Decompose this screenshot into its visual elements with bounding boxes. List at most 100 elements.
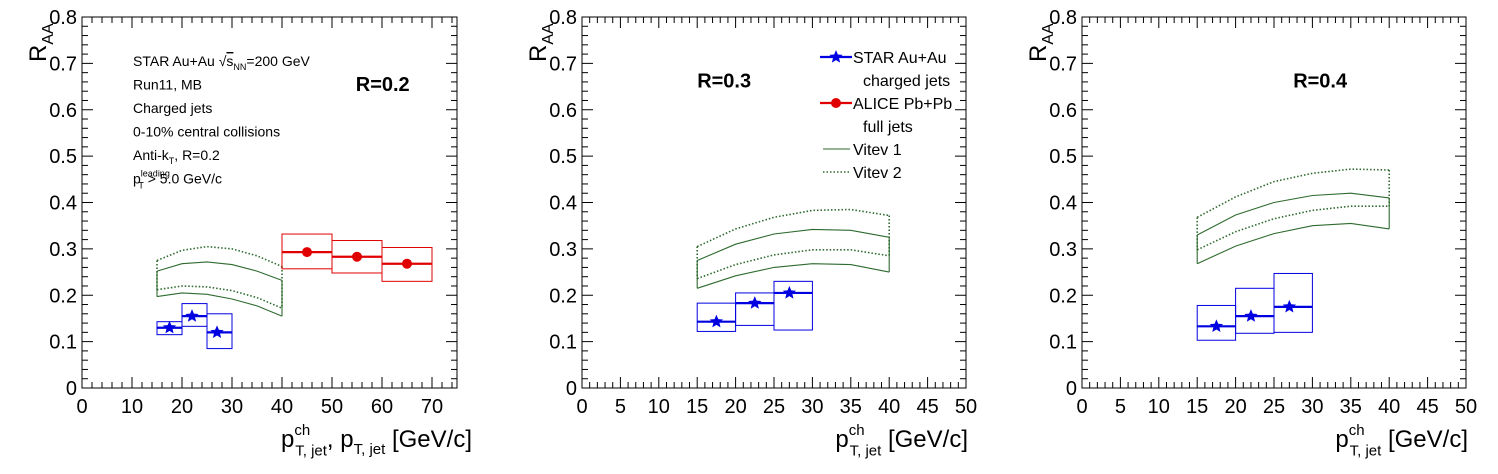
y-tick-label: 0.8	[49, 7, 77, 29]
x-tick-label: 50	[321, 396, 343, 418]
star-sys-box	[1235, 287, 1275, 334]
legend-label: Vitev 2	[853, 165, 902, 182]
y-tick-label: 0.4	[1049, 193, 1077, 215]
info-line-part: > 5.0 GeV/c	[144, 171, 222, 187]
star-sys-box	[206, 313, 233, 350]
x-tick-label: 15	[686, 396, 708, 418]
y-axis-title: RAA	[25, 23, 57, 62]
legend-label: Vitev 1	[853, 142, 902, 159]
x-axis-title-part: [GeV/c]	[881, 426, 968, 453]
legend-star-marker	[829, 50, 843, 63]
y-tick-label: 0.5	[1049, 146, 1077, 168]
y-tick-label: 0.7	[1049, 53, 1077, 75]
band-upper-dotted	[1196, 168, 1390, 219]
y-axis-title-sub: AA	[1040, 23, 1057, 45]
x-tick-label: 10	[648, 396, 670, 418]
panel-r-label: R=0.3	[697, 70, 751, 92]
x-axis-title-sub: T, jet	[850, 442, 883, 459]
legend-label: full jets	[863, 119, 913, 136]
y-tick-label: 0	[66, 378, 77, 400]
band-lower-dotted	[696, 249, 890, 280]
x-tick-label: 25	[763, 396, 785, 418]
x-tick-label: 30	[221, 396, 243, 418]
y-tick-label: 0	[1066, 378, 1077, 400]
info-line-part: s	[226, 53, 233, 69]
band-upper-solid	[1196, 192, 1390, 236]
info-line-sub: NN	[233, 62, 246, 72]
x-tick-label: 40	[1378, 396, 1400, 418]
y-tick-label: 0.1	[549, 332, 577, 354]
x-tick-label: 30	[1301, 396, 1323, 418]
x-axis-title-sup: ch	[294, 422, 310, 439]
y-tick-label: 0.1	[49, 332, 77, 354]
y-tick-label: 0.8	[1049, 7, 1077, 29]
x-tick-label: 20	[1224, 396, 1246, 418]
alice-data-point	[402, 258, 412, 269]
info-line: Anti-kT​, R=0.2	[133, 147, 220, 166]
legend-label: STAR Au+Au	[853, 50, 947, 67]
band-lower-dotted	[1196, 205, 1390, 251]
band-lower-dotted	[156, 285, 283, 309]
x-tick-label: 50	[1455, 396, 1477, 418]
x-tick-label: 45	[916, 396, 938, 418]
plot-frame	[81, 16, 458, 389]
info-line: Run11, MB	[133, 77, 202, 93]
star-data-point	[185, 309, 199, 322]
y-axis-title: RAA	[525, 23, 557, 62]
x-tick-label: 10	[1148, 396, 1170, 418]
y-tick-label: 0.3	[549, 239, 577, 261]
x-tick-label: 20	[724, 396, 746, 418]
info-line-part: p	[133, 171, 141, 187]
info-line-part: 0-10% central collisions	[133, 124, 280, 140]
y-axis-title-sub: AA	[40, 23, 57, 45]
info-line: 0-10% central collisions	[133, 124, 280, 140]
x-axis-title-part: [GeV/c]	[1381, 426, 1468, 453]
x-tick-label: 5	[615, 396, 626, 418]
y-axis-title: RAA	[1025, 23, 1057, 62]
star-data-point	[1282, 299, 1297, 313]
band-lower-solid	[156, 292, 283, 317]
info-line: STAR Au+Au √sNN​=200 GeV	[133, 53, 311, 72]
info-line-part: STAR Au+Au	[133, 53, 219, 69]
x-tick-label: 20	[171, 396, 193, 418]
star-data-point	[162, 320, 177, 334]
x-tick-label: 10	[121, 396, 143, 418]
y-axis-title-main: R	[525, 45, 552, 62]
y-tick-label: 0.1	[1049, 332, 1077, 354]
y-axis-title-main: R	[1025, 45, 1052, 62]
x-axis-title-part: p	[281, 426, 294, 453]
panel-r04: 0 5 10 15 20 25 30 35 40 45 50 0 0.1 0.2 0.3 0.4 0.5 0.6 0…	[1025, 7, 1477, 459]
x-tick-label: 40	[271, 396, 293, 418]
legend-label: ALICE Pb+Pb	[853, 96, 952, 113]
star-data-point	[1209, 319, 1224, 332]
y-tick-label: 0.6	[49, 100, 77, 122]
x-tick-label: 35	[840, 396, 862, 418]
x-tick-label: 15	[1186, 396, 1208, 418]
x-axis-title-sub: T, jet	[1350, 442, 1383, 459]
x-tick-label: 5	[1115, 396, 1126, 418]
legend-label: charged jets	[863, 73, 950, 90]
star-sys-box	[1273, 272, 1313, 333]
x-tick-label: 40	[878, 396, 900, 418]
info-line-part: Run11, MB	[133, 77, 202, 93]
x-axis-title-sub: T, jet	[295, 442, 328, 459]
y-tick-label: 0.4	[549, 193, 577, 215]
x-axis-title-sup: ch	[1349, 422, 1365, 439]
x-axis-title-part: [GeV/c]	[385, 426, 472, 453]
x-axis-title-part: , p	[327, 426, 354, 453]
y-tick-label: 0.7	[49, 53, 77, 75]
star-data-point	[748, 296, 762, 309]
info-line-sub: T	[169, 156, 175, 166]
x-axis-title-part: p	[835, 426, 848, 453]
y-tick-label: 0.8	[549, 7, 577, 29]
star-data-point	[782, 285, 797, 299]
x-axis-title-sub: T, jet	[354, 441, 387, 458]
y-tick-label: 0.2	[1049, 285, 1077, 307]
x-axis-title-part: p	[1335, 426, 1348, 453]
alice-data-point	[352, 251, 362, 262]
x-tick-label: 70	[421, 396, 443, 418]
y-tick-label: 0.6	[549, 100, 577, 122]
